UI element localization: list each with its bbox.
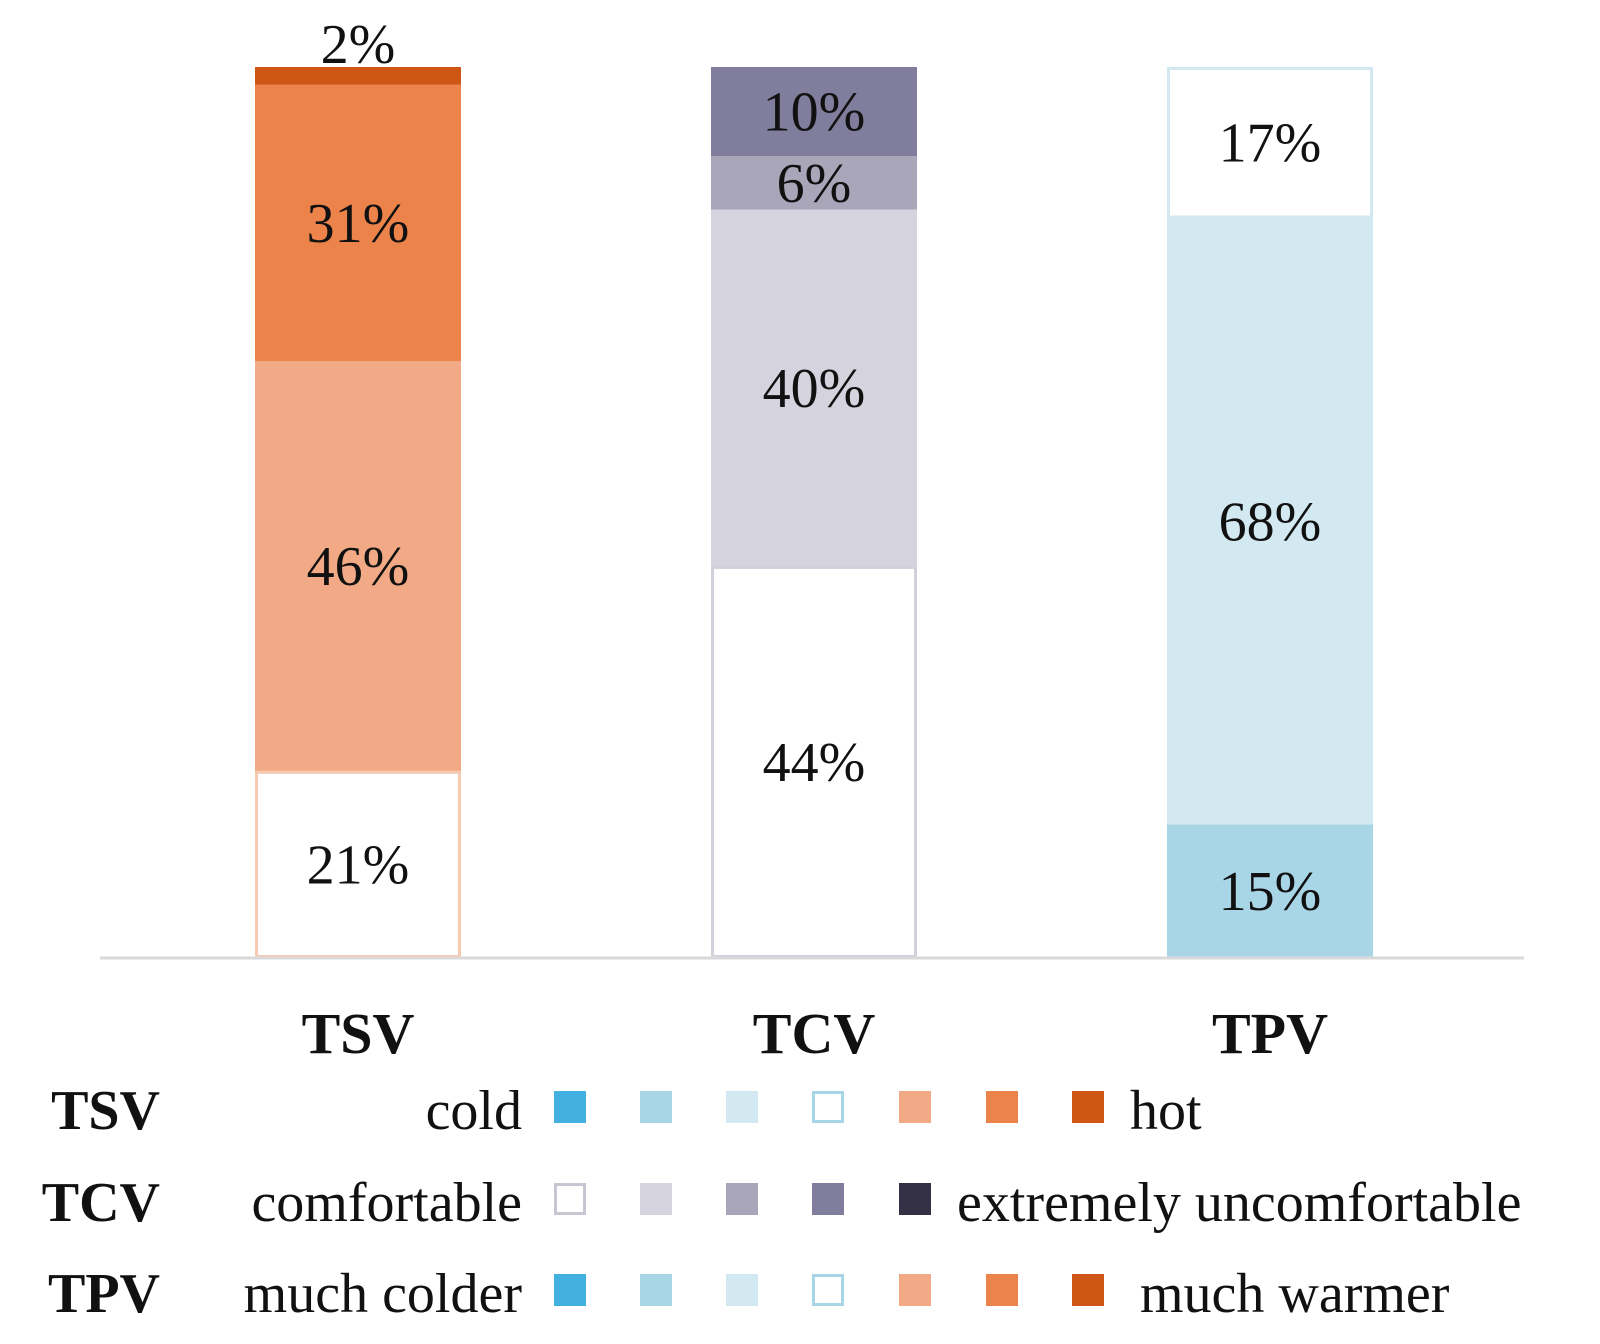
- legend-swatch: [726, 1183, 758, 1215]
- data-label: 31%: [307, 193, 410, 255]
- legend-swatch: [726, 1091, 758, 1123]
- bar-segment-tsv-0: [255, 770, 461, 959]
- legend-row-title: TPV: [48, 1263, 160, 1325]
- data-label: 17%: [1219, 113, 1322, 175]
- legend-right-text: extremely uncomfortable: [957, 1172, 1521, 1234]
- legend-row-tpv: TPV much colder much warmer: [48, 1263, 1450, 1325]
- data-label: 10%: [763, 82, 866, 144]
- bar-segment-tsv-2: [255, 84, 461, 362]
- legend-swatch: [554, 1091, 586, 1123]
- legend-row-tsv: TSV cold hot: [51, 1080, 1202, 1142]
- legend-swatch: [1072, 1091, 1104, 1123]
- legend-left-text: comfortable: [251, 1172, 522, 1234]
- legend-row-title: TSV: [51, 1080, 160, 1142]
- legend-swatch: [899, 1183, 931, 1215]
- bar-segment-tcv-1: [711, 209, 917, 566]
- legend-swatch: [640, 1183, 672, 1215]
- bar-segment-tsv-3: [255, 67, 461, 85]
- legend-row-title: TCV: [42, 1172, 160, 1234]
- bar-segment-tpv-0: [1167, 824, 1373, 958]
- legend-right-text: much warmer: [1140, 1263, 1450, 1325]
- legend-swatch: [986, 1274, 1018, 1306]
- data-label: 68%: [1219, 491, 1322, 553]
- data-label: 21%: [307, 834, 410, 896]
- legend-swatch: [640, 1274, 672, 1306]
- bar-segment-tpv-2: [1167, 67, 1373, 219]
- legend-row-tcv: TCV comfortable extremely uncomfortable: [42, 1172, 1522, 1234]
- legend-swatch: [812, 1091, 844, 1123]
- legend-left-text: much colder: [244, 1263, 523, 1325]
- data-label: 40%: [763, 358, 866, 420]
- legend-swatch: [812, 1274, 844, 1306]
- data-label: 44%: [763, 732, 866, 794]
- legend-swatch: [899, 1091, 931, 1123]
- data-label: 2%: [321, 14, 396, 76]
- bar-segment-tcv-0: [711, 565, 917, 959]
- legend-swatch: [554, 1183, 586, 1215]
- data-label: 6%: [777, 153, 852, 215]
- category-label-tsv: TSV: [302, 1001, 415, 1066]
- legend-swatch: [1072, 1274, 1104, 1306]
- data-label: 46%: [307, 536, 410, 598]
- data-label: 15%: [1219, 861, 1322, 923]
- legend-swatch: [640, 1091, 672, 1123]
- bar-segment-tcv-3: [711, 67, 917, 157]
- bar-stack-tsv: 21% 46% 31% 2%: [255, 14, 461, 959]
- legend-swatch: [986, 1091, 1018, 1123]
- legend-swatch: [554, 1274, 586, 1306]
- legend-swatch: [726, 1274, 758, 1306]
- legend-right-text: hot: [1130, 1080, 1202, 1142]
- category-label-tpv: TPV: [1212, 1001, 1328, 1066]
- legend-swatch: [899, 1274, 931, 1306]
- category-label-tcv: TCV: [753, 1001, 876, 1066]
- category-labels: TSV TCV TPV: [302, 1001, 1329, 1066]
- bars-group: 21% 46% 31% 2% 44% 40% 6% 10% 15% 68% 17%: [255, 14, 1373, 959]
- legend-left-text: cold: [426, 1080, 522, 1142]
- legend-swatch: [812, 1183, 844, 1215]
- bar-stack-tcv: 44% 40% 6% 10%: [711, 67, 917, 959]
- bar-stack-tpv: 15% 68% 17%: [1167, 67, 1373, 958]
- legend: TSV cold hot TCV comfortable extremely uncomf…: [42, 1080, 1522, 1325]
- bar-segment-tpv-1: [1167, 218, 1373, 825]
- bar-segment-tcv-2: [711, 156, 917, 210]
- bar-segment-tsv-1: [255, 361, 461, 771]
